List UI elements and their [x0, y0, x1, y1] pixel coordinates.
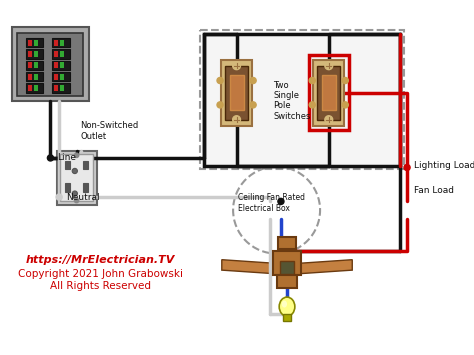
- Circle shape: [325, 116, 333, 124]
- Circle shape: [217, 77, 223, 83]
- Bar: [34, 62, 38, 69]
- Polygon shape: [222, 260, 273, 274]
- Bar: [26, 60, 44, 70]
- Circle shape: [74, 153, 79, 158]
- Text: Ceiling Fan Rated
Electrical Box: Ceiling Fan Rated Electrical Box: [238, 193, 305, 213]
- Bar: [56, 151, 97, 205]
- Bar: [283, 313, 292, 321]
- Circle shape: [250, 102, 256, 108]
- Circle shape: [233, 116, 240, 124]
- Circle shape: [342, 102, 348, 108]
- Bar: [34, 73, 38, 80]
- Bar: [65, 160, 70, 169]
- Bar: [273, 251, 301, 275]
- Bar: [18, 33, 83, 96]
- Bar: [277, 275, 298, 288]
- Circle shape: [278, 198, 284, 204]
- Circle shape: [47, 155, 54, 161]
- Text: https://MrElectrician.TV: https://MrElectrician.TV: [25, 255, 175, 265]
- Circle shape: [309, 102, 315, 108]
- Bar: [28, 62, 32, 69]
- Circle shape: [217, 102, 223, 108]
- Ellipse shape: [282, 301, 287, 307]
- Bar: [60, 51, 64, 57]
- Bar: [322, 75, 336, 110]
- Bar: [318, 66, 340, 120]
- Bar: [34, 85, 38, 91]
- Bar: [28, 40, 32, 46]
- Bar: [52, 72, 70, 81]
- Bar: [200, 30, 403, 169]
- Text: Lighting Load: Lighting Load: [414, 161, 474, 170]
- Ellipse shape: [279, 297, 295, 316]
- Bar: [60, 154, 93, 201]
- Bar: [52, 38, 70, 48]
- Circle shape: [56, 194, 62, 200]
- Text: Neutral: Neutral: [66, 192, 100, 202]
- Circle shape: [250, 77, 256, 83]
- Bar: [54, 51, 58, 57]
- Bar: [54, 73, 58, 80]
- Bar: [313, 60, 345, 126]
- Bar: [34, 40, 38, 46]
- Bar: [229, 75, 244, 110]
- Text: Copyright 2021 John Grabowski: Copyright 2021 John Grabowski: [18, 269, 182, 279]
- Bar: [60, 40, 64, 46]
- Bar: [65, 183, 70, 192]
- Text: Fan Load: Fan Load: [414, 186, 454, 195]
- Bar: [26, 72, 44, 81]
- Bar: [202, 32, 402, 168]
- Text: All Rights Reserved: All Rights Reserved: [49, 281, 151, 291]
- Circle shape: [309, 77, 315, 83]
- Polygon shape: [301, 260, 352, 274]
- Bar: [280, 261, 294, 274]
- Circle shape: [74, 198, 79, 203]
- Bar: [225, 66, 248, 120]
- Bar: [28, 85, 32, 91]
- Bar: [52, 49, 70, 59]
- Bar: [26, 49, 44, 59]
- Circle shape: [72, 191, 77, 196]
- Circle shape: [404, 164, 410, 170]
- Bar: [83, 183, 88, 192]
- Text: Non-Switched
Outlet: Non-Switched Outlet: [80, 121, 138, 141]
- Circle shape: [342, 77, 348, 83]
- Bar: [60, 62, 64, 69]
- Circle shape: [325, 62, 333, 70]
- Text: Line: Line: [57, 153, 76, 163]
- Bar: [60, 73, 64, 80]
- Bar: [54, 40, 58, 46]
- Bar: [309, 55, 349, 130]
- Bar: [28, 73, 32, 80]
- Bar: [54, 62, 58, 69]
- Circle shape: [233, 62, 240, 70]
- Circle shape: [72, 168, 77, 174]
- Bar: [203, 34, 400, 166]
- Bar: [26, 38, 44, 48]
- Bar: [26, 83, 44, 93]
- Bar: [221, 60, 252, 126]
- Bar: [83, 160, 88, 169]
- Bar: [52, 83, 70, 93]
- Bar: [52, 60, 70, 70]
- Bar: [278, 237, 296, 249]
- Bar: [60, 85, 64, 91]
- Bar: [28, 51, 32, 57]
- Bar: [54, 85, 58, 91]
- Bar: [34, 51, 38, 57]
- Bar: [12, 27, 89, 102]
- Text: Two
Single
Pole
Switches: Two Single Pole Switches: [273, 81, 310, 121]
